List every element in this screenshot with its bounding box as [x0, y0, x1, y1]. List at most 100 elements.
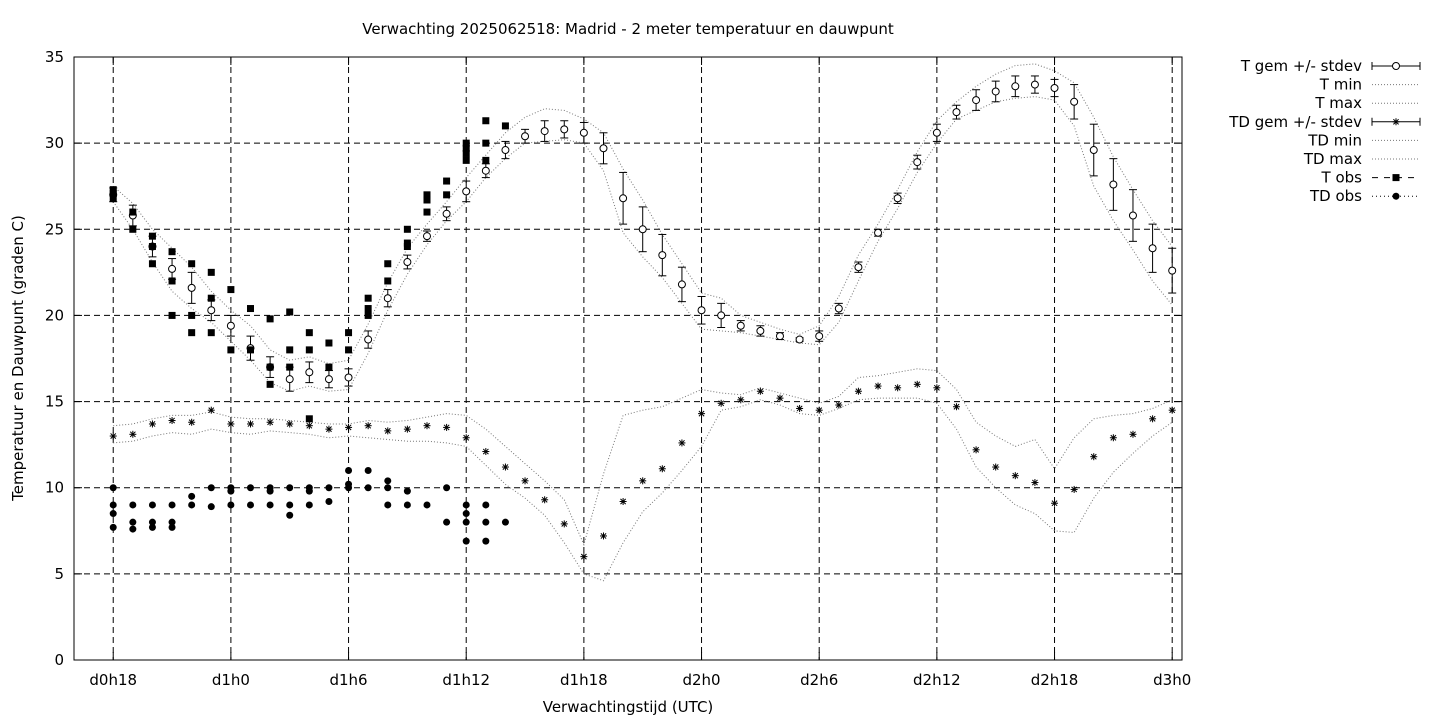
- td-obs-point: [443, 484, 451, 492]
- td-obs-point: [286, 501, 294, 509]
- legend-entry-t-max: T max: [1314, 94, 1420, 112]
- legend-label: TD obs: [1309, 187, 1362, 205]
- t-gem-stdev-point: [717, 311, 726, 320]
- td-gem-stdev-point: [1070, 485, 1078, 493]
- td-gem-stdev-point: [286, 420, 294, 428]
- td-obs-point: [423, 501, 431, 509]
- t-obs-point: [345, 346, 353, 354]
- td-gem-stdev-point: [580, 553, 588, 561]
- x-tick-label: d1h0: [212, 671, 250, 689]
- td-obs-point: [266, 487, 274, 495]
- t-obs-point: [266, 363, 274, 371]
- asterisk-stroke: [306, 422, 313, 429]
- t-gem-stdev-point: [442, 209, 451, 218]
- asterisk-stroke: [894, 384, 901, 391]
- t-gem-stdev-point: [168, 264, 177, 273]
- td-gem-stdev-point: [560, 520, 568, 528]
- t-obs-point: [148, 232, 156, 240]
- td-obs-point: [109, 501, 117, 509]
- t-gem-stdev-point: [521, 132, 530, 141]
- t-gem-stdev-point: [658, 251, 667, 260]
- td-obs-point: [109, 510, 117, 518]
- t-gem-stdev-point: [834, 304, 843, 313]
- asterisk-stroke: [580, 553, 587, 560]
- t-gem-stdev-series: [109, 75, 1177, 392]
- t-obs-point: [168, 248, 176, 256]
- t-gem-stdev-point: [344, 373, 353, 382]
- t-min-line: [112, 96, 1173, 392]
- td-obs-point: [462, 510, 470, 518]
- td-gem-stdev-point: [345, 423, 353, 431]
- td-gem-stdev-point: [1149, 415, 1157, 423]
- td-gem-stdev-point: [678, 439, 686, 447]
- td-obs-point: [403, 487, 411, 495]
- t-obs-point: [403, 225, 411, 233]
- t-gem-stdev-point: [775, 332, 784, 341]
- asterisk-stroke: [1393, 118, 1399, 125]
- asterisk-stroke: [600, 533, 607, 539]
- td-gem-stdev-point: [854, 387, 862, 395]
- t-gem-stdev-point: [991, 87, 1000, 96]
- t-obs-point: [462, 156, 470, 164]
- legend-marker: [1392, 62, 1400, 70]
- t-gem-stdev-point: [1128, 211, 1137, 220]
- asterisk-stroke: [855, 388, 862, 395]
- td-obs-point: [364, 484, 372, 492]
- legend-label: T min: [1319, 76, 1362, 94]
- td-gem-stdev-point: [992, 463, 1000, 471]
- y-axis-label: Temperatuur en Dauwpunt (graden C): [9, 215, 27, 502]
- legend-entry-t-min: T min: [1319, 76, 1420, 94]
- t-obs-point: [364, 305, 372, 313]
- td-obs-point: [286, 484, 294, 492]
- t-gem-stdev-point: [462, 187, 471, 196]
- t-obs-point: [384, 260, 392, 268]
- td-gem-stdev-point: [207, 406, 215, 414]
- td-gem-stdev-point: [148, 420, 156, 428]
- td-obs-point: [305, 487, 313, 495]
- td-obs-point: [148, 518, 156, 526]
- asterisk-stroke: [110, 433, 117, 439]
- legend-label: TD max: [1303, 150, 1362, 168]
- legend-entry-t-obs: T obs: [1321, 169, 1420, 187]
- td-gem-stdev-point: [737, 396, 745, 404]
- td-gem-stdev-point: [364, 422, 372, 430]
- asterisk-stroke: [973, 446, 980, 453]
- td-obs-point: [227, 501, 235, 509]
- t-obs-point: [364, 294, 372, 302]
- t-gem-stdev-point: [677, 280, 686, 289]
- t-gem-stdev-point: [540, 127, 549, 136]
- t-gem-stdev-point: [422, 232, 431, 241]
- t-obs-point: [423, 208, 431, 216]
- t-obs-point: [207, 329, 215, 337]
- asterisk-stroke: [737, 396, 744, 403]
- plot-frame: [73, 56, 1183, 661]
- t-obs-point: [364, 311, 372, 319]
- asterisk-stroke: [953, 403, 960, 410]
- t-max-line: [112, 63, 1173, 365]
- t-gem-stdev-point: [383, 294, 392, 303]
- td-gem-stdev-point: [599, 532, 607, 540]
- t-gem-stdev-point: [305, 368, 314, 377]
- td-gem-stdev-point: [796, 404, 804, 412]
- t-obs-point: [188, 260, 196, 268]
- t-obs-point: [501, 122, 509, 130]
- t-gem-stdev-point: [638, 225, 647, 234]
- t-obs-point: [168, 277, 176, 285]
- t-gem-stdev-point: [815, 332, 824, 341]
- t-gem-stdev-point: [1089, 146, 1098, 155]
- y-tick-label: 10: [45, 479, 64, 497]
- asterisk-stroke: [835, 402, 842, 408]
- y-tick-label: 30: [45, 134, 64, 152]
- asterisk-stroke: [796, 405, 803, 412]
- y-tick-label: 0: [54, 651, 64, 669]
- td-gem-stdev-point: [913, 380, 921, 388]
- asterisk-stroke: [169, 417, 176, 424]
- chart-title: Verwachting 2025062518: Madrid - 2 meter…: [362, 20, 894, 38]
- td-gem-stdev-point: [305, 422, 313, 430]
- td-gem-stdev-point: [874, 382, 882, 390]
- t-obs-point: [305, 329, 313, 337]
- t-obs-point: [266, 315, 274, 323]
- t-obs-point: [188, 329, 196, 337]
- asterisk-stroke: [639, 477, 646, 484]
- t-obs-point: [423, 191, 431, 199]
